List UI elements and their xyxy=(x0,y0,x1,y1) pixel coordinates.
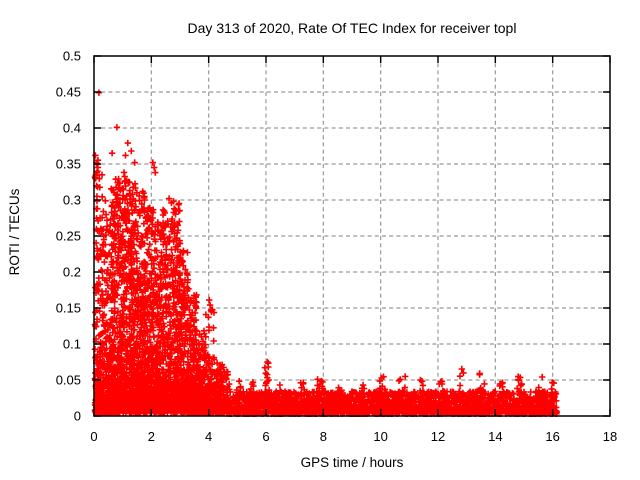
plot-border-and-ticks xyxy=(93,55,611,417)
y-tick-label: 0.25 xyxy=(56,229,81,244)
x-tick-label: 8 xyxy=(320,429,327,444)
chart-title: Day 313 of 2020, Rate Of TEC Index for r… xyxy=(188,20,517,36)
y-tick-label: 0.5 xyxy=(63,49,81,64)
y-tick-label: 0 xyxy=(74,409,81,424)
x-tick-label: 2 xyxy=(148,429,155,444)
y-tick-label: 0.35 xyxy=(56,157,81,172)
y-tick-label: 0.3 xyxy=(63,193,81,208)
y-tick-label: 0.4 xyxy=(63,121,81,136)
y-tick-label: 0.45 xyxy=(56,85,81,100)
x-tick-label: 10 xyxy=(373,429,387,444)
y-tick-label: 0.15 xyxy=(56,301,81,316)
x-tick-label: 6 xyxy=(262,429,269,444)
x-tick-label: 12 xyxy=(431,429,445,444)
tick-labels: 0 2 4 6 8 10 12 14 16 18 0 0.05 0.1 0.15 0.2 0.25 0.3 0.3… xyxy=(56,49,618,445)
x-tick-label: 14 xyxy=(488,429,502,444)
scatter-points xyxy=(91,89,560,417)
x-tick-label: 18 xyxy=(603,429,617,444)
y-axis-title: ROTI / TECUs xyxy=(7,188,22,275)
y-tick-label: 0.2 xyxy=(63,265,81,280)
x-tick-label: 16 xyxy=(545,429,559,444)
x-tick-label: 4 xyxy=(205,429,212,444)
y-tick-label: 0.1 xyxy=(63,337,81,352)
x-axis-title: GPS time / hours xyxy=(301,455,404,470)
y-tick-label: 0.05 xyxy=(56,373,81,388)
x-tick-label: 0 xyxy=(90,429,97,444)
